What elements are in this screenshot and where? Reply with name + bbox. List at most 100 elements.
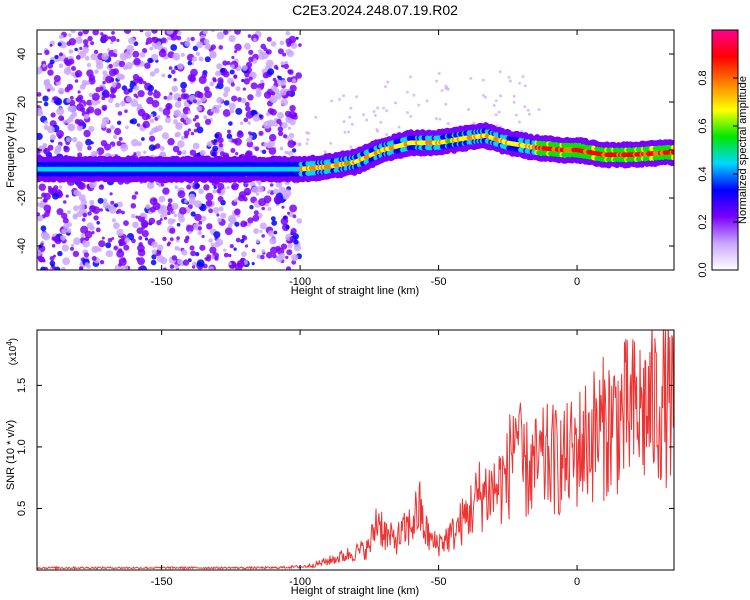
noise-mark [184, 40, 191, 47]
noise-mark [54, 55, 59, 59]
noise-mark [147, 57, 153, 64]
noise-mark [230, 148, 236, 153]
noise-mark [107, 237, 113, 243]
noise-mark [81, 79, 88, 86]
noise-mark [42, 232, 51, 241]
noise-mark [87, 35, 93, 42]
noise-mark [120, 101, 126, 107]
noise-mark [173, 78, 177, 82]
noise-mark [91, 256, 97, 261]
noise-mark [204, 257, 208, 261]
noise-mark [293, 239, 299, 245]
noise-mark [206, 141, 213, 148]
noise-mark [217, 182, 225, 190]
x-tick-label: 0 [574, 276, 580, 288]
noise-mark [260, 43, 267, 50]
noise-mark [73, 189, 80, 196]
noise-mark [70, 72, 75, 77]
noise-mark [75, 55, 81, 60]
sparse-mark [498, 70, 502, 74]
noise-mark [261, 249, 266, 253]
noise-mark [182, 150, 187, 155]
noise-mark [87, 145, 92, 151]
noise-mark [37, 202, 40, 207]
noise-mark [271, 85, 277, 92]
noise-mark [271, 220, 278, 226]
sparse-mark [376, 106, 380, 110]
noise-mark [119, 74, 125, 80]
figure-title: C2E3.2024.248.07.19.R02 [292, 2, 458, 18]
noise-mark [196, 126, 204, 134]
noise-mark [137, 244, 145, 253]
noise-mark [151, 100, 160, 108]
sparse-mark [472, 121, 476, 125]
noise-mark [266, 251, 273, 259]
noise-mark [118, 137, 123, 141]
noise-mark [243, 187, 252, 196]
noise-mark [288, 69, 294, 75]
noise-mark [135, 151, 142, 157]
noise-mark [101, 96, 106, 101]
noise-mark [187, 128, 191, 132]
noise-mark [60, 266, 66, 270]
noise-mark [154, 45, 158, 50]
noise-mark [215, 238, 224, 247]
noise-mark [118, 60, 126, 68]
sparse-mark [342, 120, 346, 124]
noise-mark [122, 264, 129, 270]
noise-mark [190, 68, 198, 77]
noise-mark [96, 62, 104, 70]
noise-mark [69, 95, 74, 100]
noise-mark [227, 223, 233, 228]
noise-mark [270, 41, 277, 47]
noise-mark [258, 52, 267, 60]
noise-mark [151, 241, 158, 248]
sparse-mark [469, 76, 473, 80]
noise-mark [131, 138, 139, 147]
noise-mark [126, 44, 135, 53]
noise-mark [194, 213, 202, 222]
noise-mark [248, 49, 254, 55]
noise-mark [177, 190, 186, 199]
noise-mark [167, 74, 172, 79]
noise-mark [254, 146, 260, 152]
noise-mark [246, 222, 251, 227]
noise-mark [67, 123, 76, 132]
noise-mark [231, 55, 235, 60]
noise-mark [148, 144, 156, 151]
ridge-halo [670, 160, 674, 166]
noise-mark [148, 217, 156, 225]
noise-mark [58, 63, 64, 68]
noise-mark [109, 93, 115, 99]
noise-mark [263, 91, 272, 99]
noise-mark [267, 207, 272, 211]
noise-mark [216, 96, 223, 104]
noise-mark [44, 120, 49, 125]
noise-mark [219, 79, 224, 85]
noise-mark [151, 53, 159, 61]
noise-mark [286, 77, 293, 83]
noise-mark [80, 198, 88, 206]
noise-mark [141, 226, 146, 230]
noise-mark [137, 90, 145, 98]
noise-mark [291, 78, 297, 83]
noise-mark [149, 118, 155, 124]
sparse-mark [386, 80, 390, 84]
noise-mark [247, 121, 251, 125]
noise-mark [167, 198, 173, 204]
noise-mark [82, 212, 88, 218]
noise-mark [230, 82, 235, 87]
noise-mark [113, 222, 120, 230]
noise-mark [101, 236, 105, 240]
noise-mark [113, 53, 118, 58]
noise-mark [37, 147, 41, 155]
sparse-mark [481, 78, 485, 82]
noise-mark [115, 210, 120, 214]
noise-mark [184, 199, 188, 204]
noise-mark [236, 130, 244, 139]
noise-mark [162, 187, 170, 195]
noise-mark [258, 130, 264, 136]
noise-mark [106, 128, 112, 134]
sparse-mark [406, 111, 409, 115]
noise-mark [88, 92, 94, 98]
